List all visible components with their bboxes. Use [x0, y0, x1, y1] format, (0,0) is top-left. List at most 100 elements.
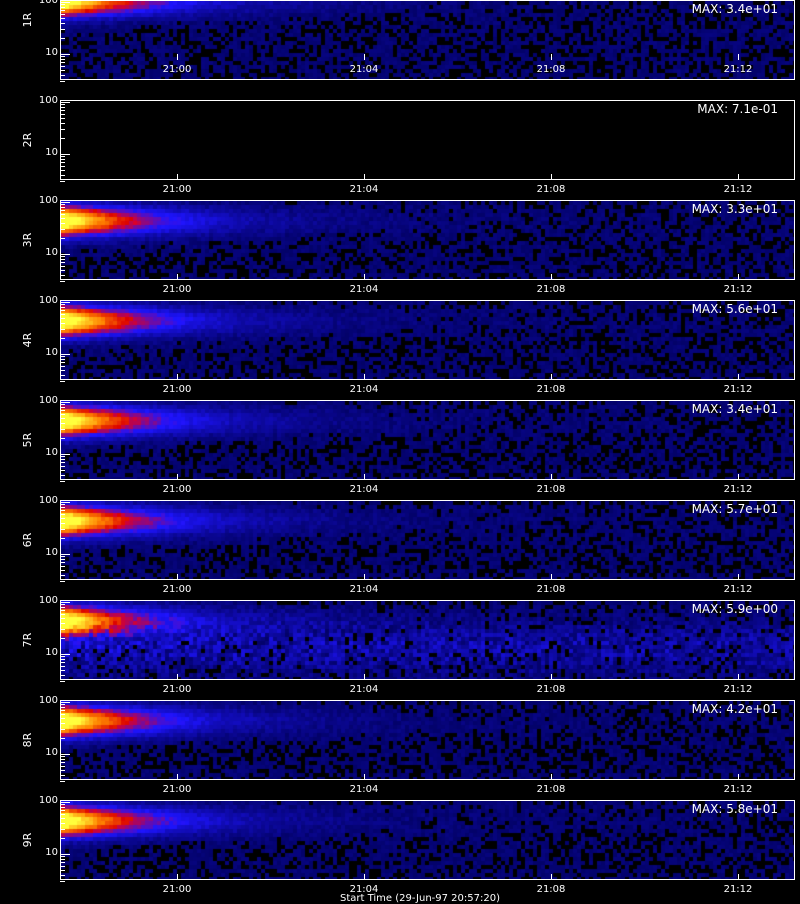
- y-minor-tick: [60, 262, 65, 264]
- x-tick-label: 21:08: [536, 584, 566, 595]
- y-minor-tick: [60, 717, 65, 719]
- heatmap-image: [61, 601, 794, 679]
- heatmap-image: [61, 201, 794, 279]
- y-minor-tick: [60, 256, 65, 258]
- x-major-tick: [364, 274, 365, 280]
- y-minor-tick: [60, 417, 65, 419]
- x-tick-label: 21:08: [536, 884, 566, 895]
- y-minor-tick: [60, 165, 65, 167]
- heatmap-image: [61, 101, 794, 179]
- y-minor-tick: [60, 522, 65, 524]
- x-tick-label: 21:04: [349, 64, 379, 75]
- max-value-label: MAX: 3.3e+01: [691, 202, 778, 216]
- y-minor-tick: [60, 162, 65, 164]
- x-tick-label: 21:12: [723, 784, 753, 795]
- x-major-tick: [177, 574, 178, 580]
- x-tick-label: 21:00: [162, 384, 192, 395]
- x-axis-title: Start Time (29-Jun-97 20:57:20): [340, 893, 500, 904]
- y-minor-tick: [60, 756, 65, 758]
- y-minor-tick: [60, 222, 65, 224]
- y-minor-tick: [60, 654, 70, 655]
- x-tick-label: 21:00: [162, 484, 192, 495]
- y-minor-tick: [60, 322, 65, 324]
- x-tick-label: 21:08: [536, 484, 566, 495]
- spectrogram-panel: 4R 100 10 21:00 21:04 21:08 21:12 MAX: 5.6e+01: [0, 295, 800, 400]
- y-minor-tick: [60, 310, 65, 312]
- x-major-tick: [364, 54, 365, 60]
- y-minor-tick: [60, 802, 70, 803]
- x-tick-label: 21:08: [536, 684, 566, 695]
- y-minor-tick: [60, 404, 65, 406]
- y-tick-label: 10: [45, 247, 58, 258]
- heatmap-image: [61, 701, 794, 779]
- spectrogram-panel: 3R 100 10 21:00 21:04 21:08 21:12 MAX: 3.3e+01: [0, 195, 800, 300]
- y-minor-tick: [60, 554, 70, 555]
- spectrogram-panel: 5R 100 10 21:00 21:04 21:08 21:12 MAX: 3.4e+01: [0, 395, 800, 500]
- y-minor-tick: [60, 769, 65, 771]
- x-major-tick: [177, 174, 178, 180]
- y-minor-tick: [60, 69, 65, 71]
- y-minor-tick: [60, 659, 65, 661]
- x-major-tick: [364, 374, 365, 380]
- y-minor-tick: [60, 254, 70, 255]
- y-minor-tick: [60, 269, 65, 271]
- x-major-tick: [551, 774, 552, 780]
- x-tick-label: 21:00: [162, 684, 192, 695]
- y-minor-tick: [60, 510, 65, 512]
- y-minor-tick: [60, 622, 65, 624]
- x-tick-label: 21:08: [536, 184, 566, 195]
- x-tick-label: 21:00: [162, 184, 192, 195]
- x-major-tick: [364, 174, 365, 180]
- x-tick-label: 21:12: [723, 284, 753, 295]
- x-major-tick: [738, 174, 739, 180]
- y-minor-tick: [60, 302, 70, 303]
- y-minor-tick: [60, 774, 65, 776]
- y-minor-tick: [60, 704, 65, 706]
- y-minor-tick: [60, 738, 65, 740]
- y-minor-tick: [60, 729, 65, 731]
- y-tick-label: 10: [45, 647, 58, 658]
- y-minor-tick: [60, 859, 65, 861]
- x-major-tick: [177, 874, 178, 880]
- y-minor-tick: [60, 138, 65, 140]
- y-minor-tick: [60, 429, 65, 431]
- y-minor-tick: [60, 817, 65, 819]
- plot-frame: [60, 800, 795, 880]
- x-tick-label: 21:04: [349, 284, 379, 295]
- heatmap-image: [61, 1, 794, 79]
- spectrogram-panel: 7R 100 10 21:00 21:04 21:08 21:12 MAX: 5.9e+00: [0, 595, 800, 700]
- y-minor-tick: [60, 656, 65, 658]
- y-minor-tick: [60, 229, 65, 231]
- y-minor-tick: [60, 274, 65, 276]
- y-minor-tick: [60, 574, 65, 576]
- y-minor-tick: [60, 156, 65, 158]
- y-minor-tick: [60, 459, 65, 461]
- y-tick-label: 100: [38, 395, 58, 406]
- y-minor-tick: [60, 765, 65, 767]
- y-minor-tick: [60, 669, 65, 671]
- y-minor-tick: [60, 465, 65, 467]
- x-major-tick: [551, 174, 552, 180]
- y-minor-tick: [60, 581, 65, 583]
- y-minor-tick: [60, 504, 65, 506]
- max-value-label: MAX: 4.2e+01: [691, 702, 778, 716]
- heatmap-image: [61, 301, 794, 379]
- y-minor-tick: [60, 317, 65, 319]
- y-minor-tick: [60, 617, 65, 619]
- y-minor-tick: [60, 207, 65, 209]
- y-minor-tick: [60, 62, 65, 64]
- plot-frame: [60, 400, 795, 480]
- y-minor-tick: [60, 481, 65, 483]
- x-major-tick: [738, 54, 739, 60]
- y-minor-tick: [60, 469, 65, 471]
- x-major-tick: [177, 374, 178, 380]
- x-major-tick: [551, 374, 552, 380]
- y-minor-tick: [60, 74, 65, 76]
- y-minor-tick: [60, 713, 65, 715]
- x-major-tick: [364, 574, 365, 580]
- y-tick-label: 100: [38, 95, 58, 106]
- y-minor-tick: [60, 107, 65, 109]
- y-minor-tick: [60, 174, 65, 176]
- y-minor-tick: [60, 29, 65, 31]
- y-minor-tick: [60, 569, 65, 571]
